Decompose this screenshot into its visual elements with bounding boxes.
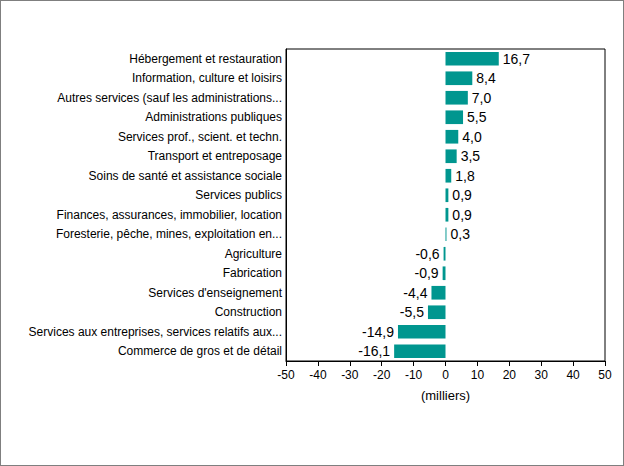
- svg-text:Commerce de gros et de détail: Commerce de gros et de détail: [118, 344, 282, 358]
- svg-text:1,8: 1,8: [455, 168, 475, 184]
- svg-text:-0,6: -0,6: [415, 246, 439, 262]
- svg-text:4,0: 4,0: [462, 129, 482, 145]
- svg-text:Fabrication: Fabrication: [223, 266, 282, 280]
- svg-text:8,4: 8,4: [476, 70, 496, 86]
- svg-text:30: 30: [535, 368, 549, 382]
- svg-text:(milliers): (milliers): [421, 388, 470, 403]
- svg-text:Administrations publiques: Administrations publiques: [145, 110, 282, 124]
- svg-text:Services d'enseignement: Services d'enseignement: [148, 286, 282, 300]
- svg-text:-30: -30: [341, 368, 359, 382]
- svg-text:Foresterie, pêche, mines, expl: Foresterie, pêche, mines, exploitation e…: [56, 227, 282, 241]
- svg-text:0,9: 0,9: [452, 207, 472, 223]
- svg-text:0,3: 0,3: [450, 226, 470, 242]
- svg-text:-40: -40: [309, 368, 327, 382]
- svg-text:-0,9: -0,9: [415, 265, 439, 281]
- svg-text:0,9: 0,9: [452, 187, 472, 203]
- svg-text:50: 50: [598, 368, 612, 382]
- svg-text:Information, culture et loisir: Information, culture et loisirs: [132, 71, 282, 85]
- svg-text:Finances, assurances, immobili: Finances, assurances, immobilier, locati…: [57, 208, 282, 222]
- svg-text:Hébergement et restauration: Hébergement et restauration: [129, 52, 282, 66]
- svg-text:Soins de santé et assistance s: Soins de santé et assistance sociale: [89, 169, 283, 183]
- svg-text:-20: -20: [373, 368, 391, 382]
- svg-text:3,5: 3,5: [461, 148, 481, 164]
- svg-text:16,7: 16,7: [503, 51, 530, 67]
- svg-text:-5,5: -5,5: [400, 304, 424, 320]
- svg-text:Autres services (sauf les admi: Autres services (sauf les administration…: [57, 91, 282, 105]
- svg-text:-50: -50: [277, 368, 295, 382]
- svg-text:0: 0: [442, 368, 449, 382]
- svg-text:5,5: 5,5: [467, 109, 487, 125]
- svg-text:Transport et entreposage: Transport et entreposage: [148, 149, 283, 163]
- svg-text:-4,4: -4,4: [403, 285, 427, 301]
- svg-text:Services publics: Services publics: [195, 188, 282, 202]
- svg-text:-16,1: -16,1: [358, 343, 390, 359]
- svg-text:7,0: 7,0: [472, 90, 492, 106]
- svg-text:10: 10: [471, 368, 485, 382]
- svg-text:-14,9: -14,9: [362, 324, 394, 340]
- svg-text:Services prof., scient. et tec: Services prof., scient. et techn.: [118, 130, 282, 144]
- svg-text:-10: -10: [405, 368, 423, 382]
- svg-text:40: 40: [566, 368, 580, 382]
- svg-text:Construction: Construction: [215, 305, 282, 319]
- svg-text:Agriculture: Agriculture: [225, 247, 283, 261]
- svg-text:Services aux entreprises, serv: Services aux entreprises, services relat…: [29, 325, 282, 339]
- svg-text:20: 20: [503, 368, 517, 382]
